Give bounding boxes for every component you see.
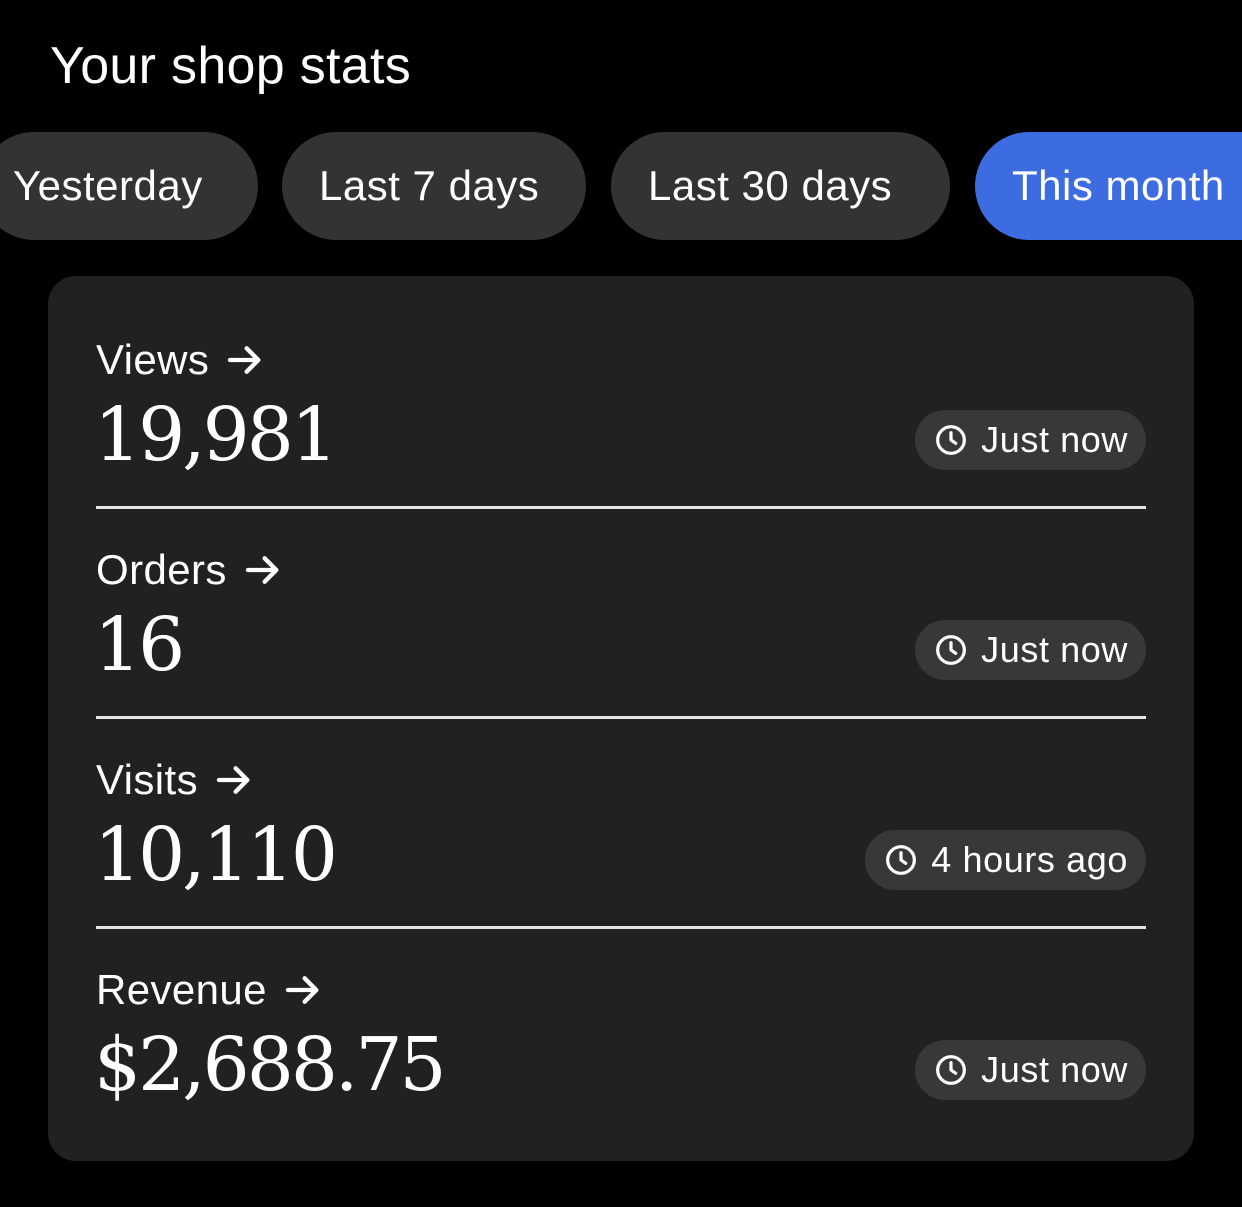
clock-icon [936, 635, 967, 665]
stat-label-visits: Visits [96, 756, 198, 803]
updated-text-orders: Just now [981, 629, 1128, 670]
divider [96, 506, 1146, 509]
filter-chip-yesterday[interactable]: Yesterday [0, 132, 258, 240]
updated-text-visits: 4 hours ago [931, 839, 1128, 880]
clock-icon [936, 425, 967, 455]
stat-label-revenue: Revenue [96, 966, 267, 1013]
orders-link[interactable]: Orders [96, 544, 283, 596]
stat-row-orders: Orders 16 Just now [94, 540, 1146, 720]
date-range-filter-row: Yesterday Last 7 days Last 30 days This … [0, 132, 1242, 240]
stat-label-orders: Orders [96, 546, 227, 593]
stat-row-revenue: Revenue $2,688.75 Just now [94, 960, 1146, 1140]
arrow-right-icon [216, 766, 250, 794]
stat-value-views: 19,981 [94, 392, 338, 478]
stats-card: Views 19,981 Just now Orders 16 Just now… [48, 276, 1194, 1161]
clock-icon [886, 845, 917, 875]
updated-badge-orders: Just now [915, 620, 1146, 680]
updated-badge-views: Just now [915, 410, 1146, 470]
filter-chip-last-30-days[interactable]: Last 30 days [611, 132, 950, 240]
divider [96, 716, 1146, 719]
updated-text-revenue: Just now [981, 1049, 1128, 1090]
filter-chip-last-7-days[interactable]: Last 7 days [282, 132, 586, 240]
stat-value-revenue: $2,688.75 [94, 1022, 447, 1108]
stat-row-visits: Visits 10,110 4 hours ago [94, 750, 1146, 930]
clock-icon [936, 1055, 967, 1085]
divider [96, 926, 1146, 929]
arrow-right-icon [285, 976, 319, 1004]
revenue-link[interactable]: Revenue [96, 964, 323, 1016]
arrow-right-icon [245, 556, 279, 584]
stat-label-views: Views [96, 336, 210, 383]
updated-badge-visits: 4 hours ago [865, 830, 1146, 890]
filter-chip-this-month[interactable]: This month [975, 132, 1242, 240]
visits-link[interactable]: Visits [96, 754, 254, 806]
updated-text-views: Just now [981, 419, 1128, 460]
stat-row-views: Views 19,981 Just now [94, 330, 1146, 510]
views-link[interactable]: Views [96, 334, 265, 386]
updated-badge-revenue: Just now [915, 1040, 1146, 1100]
stat-value-visits: 10,110 [94, 812, 338, 898]
page-title: Your shop stats [50, 37, 412, 95]
arrow-right-icon [228, 346, 261, 374]
stat-value-orders: 16 [94, 602, 185, 688]
